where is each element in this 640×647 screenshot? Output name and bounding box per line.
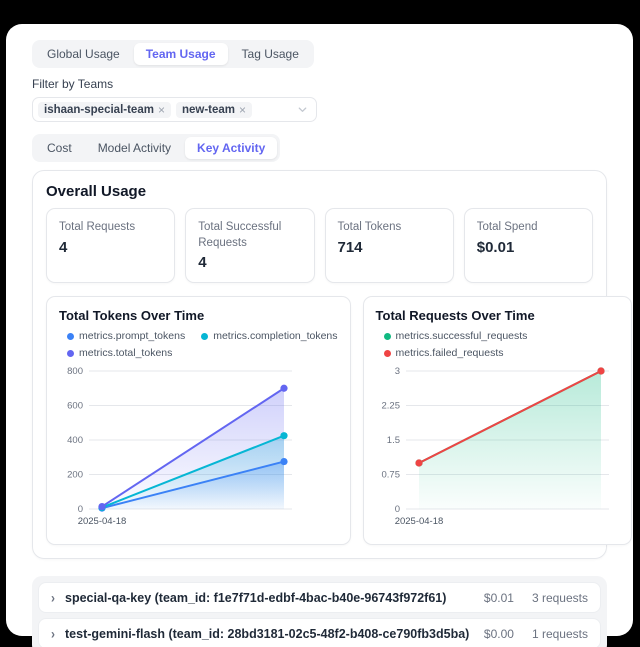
legend-item: metrics.prompt_tokens <box>67 330 185 342</box>
svg-text:800: 800 <box>67 366 83 377</box>
svg-text:2025-04-18: 2025-04-18 <box>78 516 127 527</box>
tokens-line-chart: 0 200 400 600 800 2025-04-18 <box>59 363 338 536</box>
svg-text:0: 0 <box>78 504 83 515</box>
legend-label: metrics.successful_requests <box>395 330 528 343</box>
chevron-right-icon: › <box>51 625 55 642</box>
legend-item: metrics.failed_requests <box>383 347 504 360</box>
svg-text:400: 400 <box>67 435 83 446</box>
chart-legend: metrics.successful_requests metrics.fail… <box>383 330 619 360</box>
stat-value: 4 <box>59 238 68 256</box>
tab-model-activity[interactable]: Model Activity <box>97 141 172 155</box>
legend-item: metrics.completion_tokens <box>201 330 338 343</box>
stat-value: $0.01 <box>476 238 515 256</box>
overall-usage-card: Overall Usage Total Requests 4 Total Suc… <box>32 170 632 560</box>
remove-tag-icon[interactable]: × <box>157 102 165 117</box>
legend-label: metrics.failed_requests <box>395 347 504 360</box>
tab-tag-usage[interactable]: Tag Usage <box>241 47 299 61</box>
stat-total-tokens: Total Tokens 714 <box>324 208 454 284</box>
team-tag[interactable]: ishaan-special-team × <box>38 101 171 118</box>
stat-total-successful-requests: Total Successful Requests 4 <box>185 208 315 284</box>
requests-over-time-card: Total Requests Over Time metrics.success… <box>362 296 632 546</box>
tab-team-usage[interactable]: Team Usage <box>133 43 228 65</box>
stat-value: 4 <box>198 254 207 272</box>
svg-text:0.75: 0.75 <box>381 470 400 481</box>
stat-label: Total Tokens <box>337 221 402 233</box>
key-name: special-qa-key (team_id: f1e7f71d-edbf-4… <box>65 590 447 605</box>
svg-text:1.5: 1.5 <box>386 435 399 446</box>
team-tag-label: ishaan-special-team <box>44 103 154 116</box>
chart-title: Total Requests Over Time <box>375 308 535 324</box>
stat-label: Total Spend <box>476 221 538 233</box>
stat-total-requests: Total Requests 4 <box>46 208 176 284</box>
svg-text:0: 0 <box>394 504 399 515</box>
tokens-over-time-card: Total Tokens Over Time metrics.prompt_to… <box>46 296 351 546</box>
filter-by-teams-label: Filter by Teams <box>32 77 114 91</box>
legend-dot-icon <box>383 332 391 340</box>
key-list-panel: › special-qa-key (team_id: f1e7f71d-edbf… <box>32 576 607 647</box>
legend-dot-icon <box>383 349 391 357</box>
legend-label: metrics.prompt_tokens <box>79 330 186 343</box>
key-row-test-gemini-flash[interactable]: › test-gemini-flash (team_id: 28bd3181-0… <box>38 618 601 647</box>
stat-label: Total Successful Requests <box>198 221 282 249</box>
overall-usage-title: Overall Usage <box>46 183 147 200</box>
key-row-special-qa-key[interactable]: › special-qa-key (team_id: f1e7f71d-edbf… <box>38 582 601 614</box>
legend-item: metrics.total_tokens <box>67 347 172 359</box>
stat-label: Total Requests <box>59 221 136 233</box>
dashboard-window: Global Usage Team Usage Tag Usage Filter… <box>6 24 633 647</box>
team-tag-label: new-team <box>181 103 235 116</box>
tab-key-activity[interactable]: Key Activity <box>185 137 278 159</box>
stat-total-spend: Total Spend $0.01 <box>463 208 593 284</box>
key-spend: $0.00 <box>483 626 514 641</box>
key-request-count: 1 requests <box>531 626 588 641</box>
usage-scope-tabs: Global Usage Team Usage Tag Usage <box>32 40 314 68</box>
svg-text:200: 200 <box>67 470 83 481</box>
team-tag[interactable]: new-team × <box>175 101 253 118</box>
team-filter-select[interactable]: ishaan-special-team × new-team × <box>32 97 317 122</box>
legend-item: metrics.successful_requests <box>383 330 528 343</box>
chevron-right-icon: › <box>51 589 55 606</box>
tab-cost[interactable]: Cost <box>47 141 72 155</box>
svg-text:600: 600 <box>67 401 83 412</box>
key-name: test-gemini-flash (team_id: 28bd3181-02c… <box>65 626 470 641</box>
key-spend: $0.01 <box>483 590 514 605</box>
svg-text:2025-04-18: 2025-04-18 <box>394 516 443 527</box>
stat-value: 714 <box>337 238 363 256</box>
chart-legend: metrics.prompt_tokens metrics.completion… <box>67 330 338 359</box>
legend-label: metrics.total_tokens <box>79 347 173 360</box>
legend-dot-icon <box>67 349 74 357</box>
key-request-count: 3 requests <box>531 590 588 605</box>
tab-global-usage[interactable]: Global Usage <box>47 47 120 61</box>
svg-text:3: 3 <box>394 366 399 377</box>
activity-tabs: Cost Model Activity Key Activity <box>32 134 281 162</box>
requests-line-chart: 0 0.75 1.5 2.25 3 2025-04-18 <box>376 363 619 536</box>
legend-dot-icon <box>67 332 74 340</box>
legend-dot-icon <box>201 332 209 340</box>
svg-text:2.25: 2.25 <box>381 401 400 412</box>
chevron-down-icon[interactable] <box>297 104 308 115</box>
stats-row: Total Requests 4 Total Successful Reques… <box>46 208 593 284</box>
legend-label: metrics.completion_tokens <box>213 330 338 343</box>
chart-title: Total Tokens Over Time <box>59 308 205 324</box>
remove-tag-icon[interactable]: × <box>239 102 247 117</box>
charts-row: Total Tokens Over Time metrics.prompt_to… <box>46 296 632 546</box>
